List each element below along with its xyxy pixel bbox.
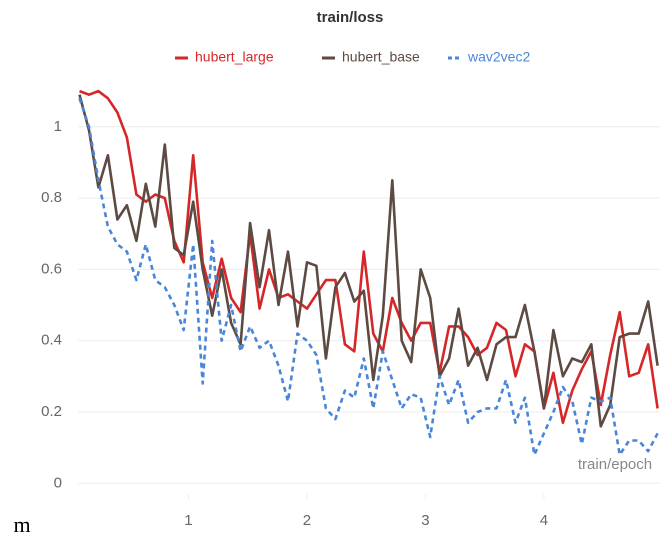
x-tick-label: 1 [184,512,192,529]
x-tick-label: 3 [421,512,429,529]
y-tick-label: 0.8 [41,189,62,206]
chart-title: train/loss [317,9,384,26]
legend-label: hubert_base [342,49,420,65]
series-line [78,94,659,428]
y-tick-label: 0.6 [41,260,62,277]
x-tick-label: 2 [303,512,311,529]
plot: 0 0.2 0.4 0.6 0.8 1 1 2 3 4 hubert_large hubert_bas… [41,49,660,529]
series-line [79,89,659,424]
x-tick-label: 4 [540,512,548,529]
y-tick-label: 1 [54,118,62,135]
y-tick-label: 0.2 [41,403,62,420]
stray-text: m [13,512,30,537]
series-line [78,97,659,457]
y-tick-label: 0.4 [41,332,62,349]
legend-label: hubert_large [195,49,274,65]
x-axis-annotation: train/epoch [578,456,652,473]
y-tick-label: 0 [54,474,62,491]
legend-label: wav2vec2 [467,49,530,65]
